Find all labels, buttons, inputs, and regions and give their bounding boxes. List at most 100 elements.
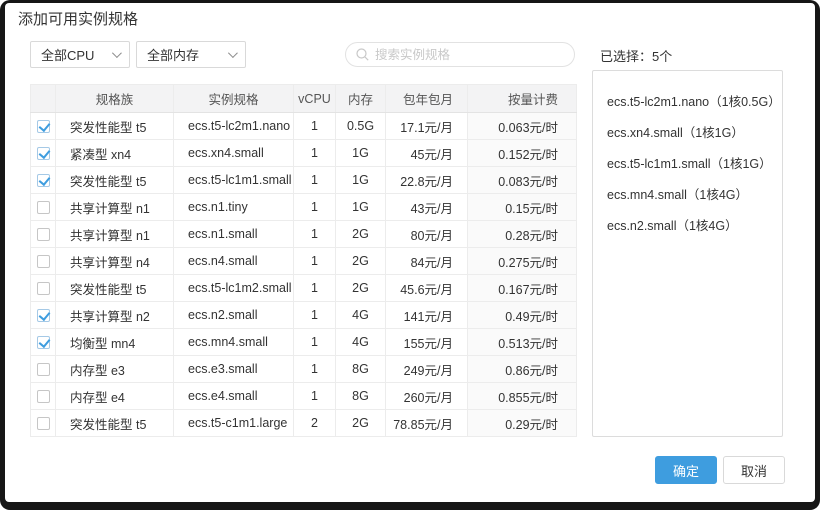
row-checkbox[interactable] [36, 147, 50, 161]
memory-cell: 2G [335, 220, 386, 248]
spec-cell: ecs.t5-c1m1.large [173, 409, 294, 437]
checkbox-cell [30, 328, 56, 356]
table-row[interactable]: 紧凑型 xn4 ecs.xn4.small 1 1G 45元/月 0.152元/… [30, 139, 577, 167]
memory-cell: 8G [335, 382, 386, 410]
checkbox-cell [30, 112, 56, 140]
hourly-price-cell: 0.275元/时 [467, 247, 577, 275]
vcpu-cell: 1 [293, 247, 336, 275]
row-checkbox[interactable] [36, 228, 50, 242]
confirm-button[interactable]: 确定 [655, 456, 717, 484]
selected-count-label: 已选择：5个 [600, 49, 673, 64]
spec-cell: ecs.t5-lc1m2.small [173, 274, 294, 302]
cpu-filter-select[interactable]: 全部CPU [30, 41, 130, 68]
family-cell: 内存型 e3 [55, 355, 174, 383]
memory-cell: 4G [335, 301, 386, 329]
hourly-price-cell: 0.855元/时 [467, 382, 577, 410]
monthly-price-cell: 45.6元/月 [385, 274, 468, 302]
family-cell: 共享计算型 n4 [55, 247, 174, 275]
row-checkbox[interactable] [36, 282, 50, 296]
vcpu-cell: 1 [293, 301, 336, 329]
row-checkbox[interactable] [36, 363, 50, 377]
table-row[interactable]: 内存型 e3 ecs.e3.small 1 8G 249元/月 0.86元/时 [30, 355, 577, 383]
dialog-title: 添加可用实例规格 [18, 11, 139, 28]
row-checkbox[interactable] [36, 309, 50, 323]
monthly-price-cell: 249元/月 [385, 355, 468, 383]
spec-table-header: 规格族 实例规格 vCPU 内存 包年包月 按量计费 [30, 84, 577, 113]
family-cell: 突发性能型 t5 [55, 409, 174, 437]
memory-cell: 1G [335, 193, 386, 221]
memory-cell: 1G [335, 166, 386, 194]
cancel-button[interactable]: 取消 [723, 456, 785, 484]
memory-cell: 2G [335, 409, 386, 437]
checkbox-cell [30, 355, 56, 383]
monthly-price-cell: 84元/月 [385, 247, 468, 275]
spec-cell: ecs.t5-lc1m1.small [173, 166, 294, 194]
spec-cell: ecs.mn4.small [173, 328, 294, 356]
monthly-price-cell: 22.8元/月 [385, 166, 468, 194]
row-checkbox[interactable] [36, 417, 50, 431]
selected-item: ecs.t5-lc1m1.small（1核1G） [607, 157, 772, 171]
table-row[interactable]: 共享计算型 n1 ecs.n1.small 1 2G 80元/月 0.28元/时 [30, 220, 577, 248]
row-checkbox[interactable] [36, 390, 50, 404]
vcpu-cell: 1 [293, 139, 336, 167]
header-checkbox-cell [30, 84, 56, 113]
header-vcpu: vCPU [293, 84, 336, 113]
spec-cell: ecs.xn4.small [173, 139, 294, 167]
header-memory: 内存 [335, 84, 386, 113]
memory-filter-select[interactable]: 全部内存 [136, 41, 246, 68]
row-checkbox[interactable] [36, 120, 50, 134]
memory-cell: 1G [335, 139, 386, 167]
vcpu-cell: 1 [293, 220, 336, 248]
family-cell: 突发性能型 t5 [55, 274, 174, 302]
spec-cell: ecs.n2.small [173, 301, 294, 329]
table-row[interactable]: 共享计算型 n4 ecs.n4.small 1 2G 84元/月 0.275元/… [30, 247, 577, 275]
memory-cell: 0.5G [335, 112, 386, 140]
spec-cell: ecs.n1.tiny [173, 193, 294, 221]
hourly-price-cell: 0.152元/时 [467, 139, 577, 167]
cpu-filter-value: 全部CPU [41, 48, 95, 63]
row-checkbox[interactable] [36, 336, 50, 350]
hourly-price-cell: 0.083元/时 [467, 166, 577, 194]
row-checkbox[interactable] [36, 174, 50, 188]
family-cell: 突发性能型 t5 [55, 112, 174, 140]
memory-filter-value: 全部内存 [147, 48, 200, 63]
selected-items-panel: ecs.t5-lc2m1.nano（1核0.5G） ecs.xn4.small（1… [592, 70, 783, 437]
checkbox-cell [30, 139, 56, 167]
vcpu-cell: 1 [293, 382, 336, 410]
vcpu-cell: 1 [293, 112, 336, 140]
monthly-price-cell: 141元/月 [385, 301, 468, 329]
family-cell: 均衡型 mn4 [55, 328, 174, 356]
hourly-price-cell: 0.063元/时 [467, 112, 577, 140]
monthly-price-cell: 80元/月 [385, 220, 468, 248]
table-row[interactable]: 突发性能型 t5 ecs.t5-lc1m2.small 1 2G 45.6元/月… [30, 274, 577, 302]
hourly-price-cell: 0.513元/时 [467, 328, 577, 356]
memory-cell: 2G [335, 274, 386, 302]
selected-item: ecs.n2.small（1核4G） [607, 219, 738, 233]
family-cell: 突发性能型 t5 [55, 166, 174, 194]
spec-cell: ecs.t5-lc2m1.nano [173, 112, 294, 140]
table-row[interactable]: 突发性能型 t5 ecs.t5-c1m1.large 2 2G 78.85元/月… [30, 409, 577, 437]
table-row[interactable]: 共享计算型 n2 ecs.n2.small 1 4G 141元/月 0.49元/… [30, 301, 577, 329]
table-row[interactable]: 内存型 e4 ecs.e4.small 1 8G 260元/月 0.855元/时 [30, 382, 577, 410]
hourly-price-cell: 0.28元/时 [467, 220, 577, 248]
table-row[interactable]: 突发性能型 t5 ecs.t5-lc1m1.small 1 1G 22.8元/月… [30, 166, 577, 194]
checkbox-cell [30, 301, 56, 329]
search-input[interactable] [375, 47, 555, 62]
checkbox-cell [30, 274, 56, 302]
selected-item: ecs.xn4.small（1核1G） [607, 126, 744, 140]
table-row[interactable]: 共享计算型 n1 ecs.n1.tiny 1 1G 43元/月 0.15元/时 [30, 193, 577, 221]
header-monthly: 包年包月 [385, 84, 468, 113]
chevron-down-icon [227, 48, 238, 59]
checkbox-cell [30, 382, 56, 410]
row-checkbox[interactable] [36, 201, 50, 215]
monthly-price-cell: 260元/月 [385, 382, 468, 410]
row-checkbox[interactable] [36, 255, 50, 269]
family-cell: 共享计算型 n2 [55, 301, 174, 329]
checkbox-cell [30, 409, 56, 437]
header-family: 规格族 [55, 84, 174, 113]
table-row[interactable]: 均衡型 mn4 ecs.mn4.small 1 4G 155元/月 0.513元… [30, 328, 577, 356]
table-row[interactable]: 突发性能型 t5 ecs.t5-lc2m1.nano 1 0.5G 17.1元/… [30, 112, 577, 140]
checkbox-cell [30, 220, 56, 248]
hourly-price-cell: 0.49元/时 [467, 301, 577, 329]
family-cell: 共享计算型 n1 [55, 193, 174, 221]
